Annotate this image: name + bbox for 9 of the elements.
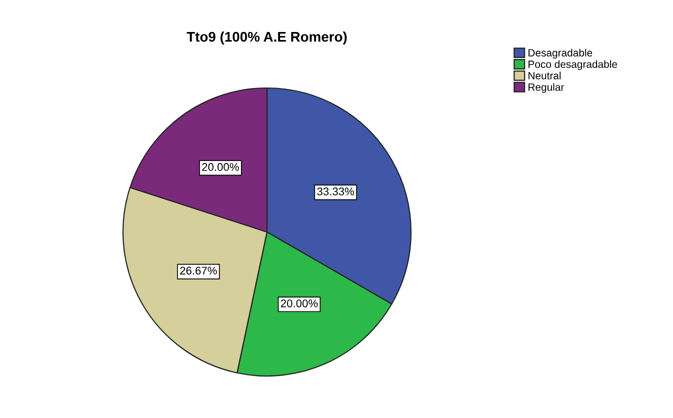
chart-title: Tto9 (100% A.E Romero): [186, 32, 347, 44]
legend-label: Neutral: [528, 72, 561, 80]
data-label: 20.00%: [202, 163, 239, 171]
data-label: 26.67%: [180, 266, 217, 275]
legend-label: Poco desagradable: [528, 60, 618, 70]
legend-label: Regular: [528, 83, 564, 93]
data-label: 20.00%: [280, 299, 318, 308]
legend-label: Desagradable: [528, 48, 592, 59]
data-label: 33.33%: [317, 188, 354, 196]
